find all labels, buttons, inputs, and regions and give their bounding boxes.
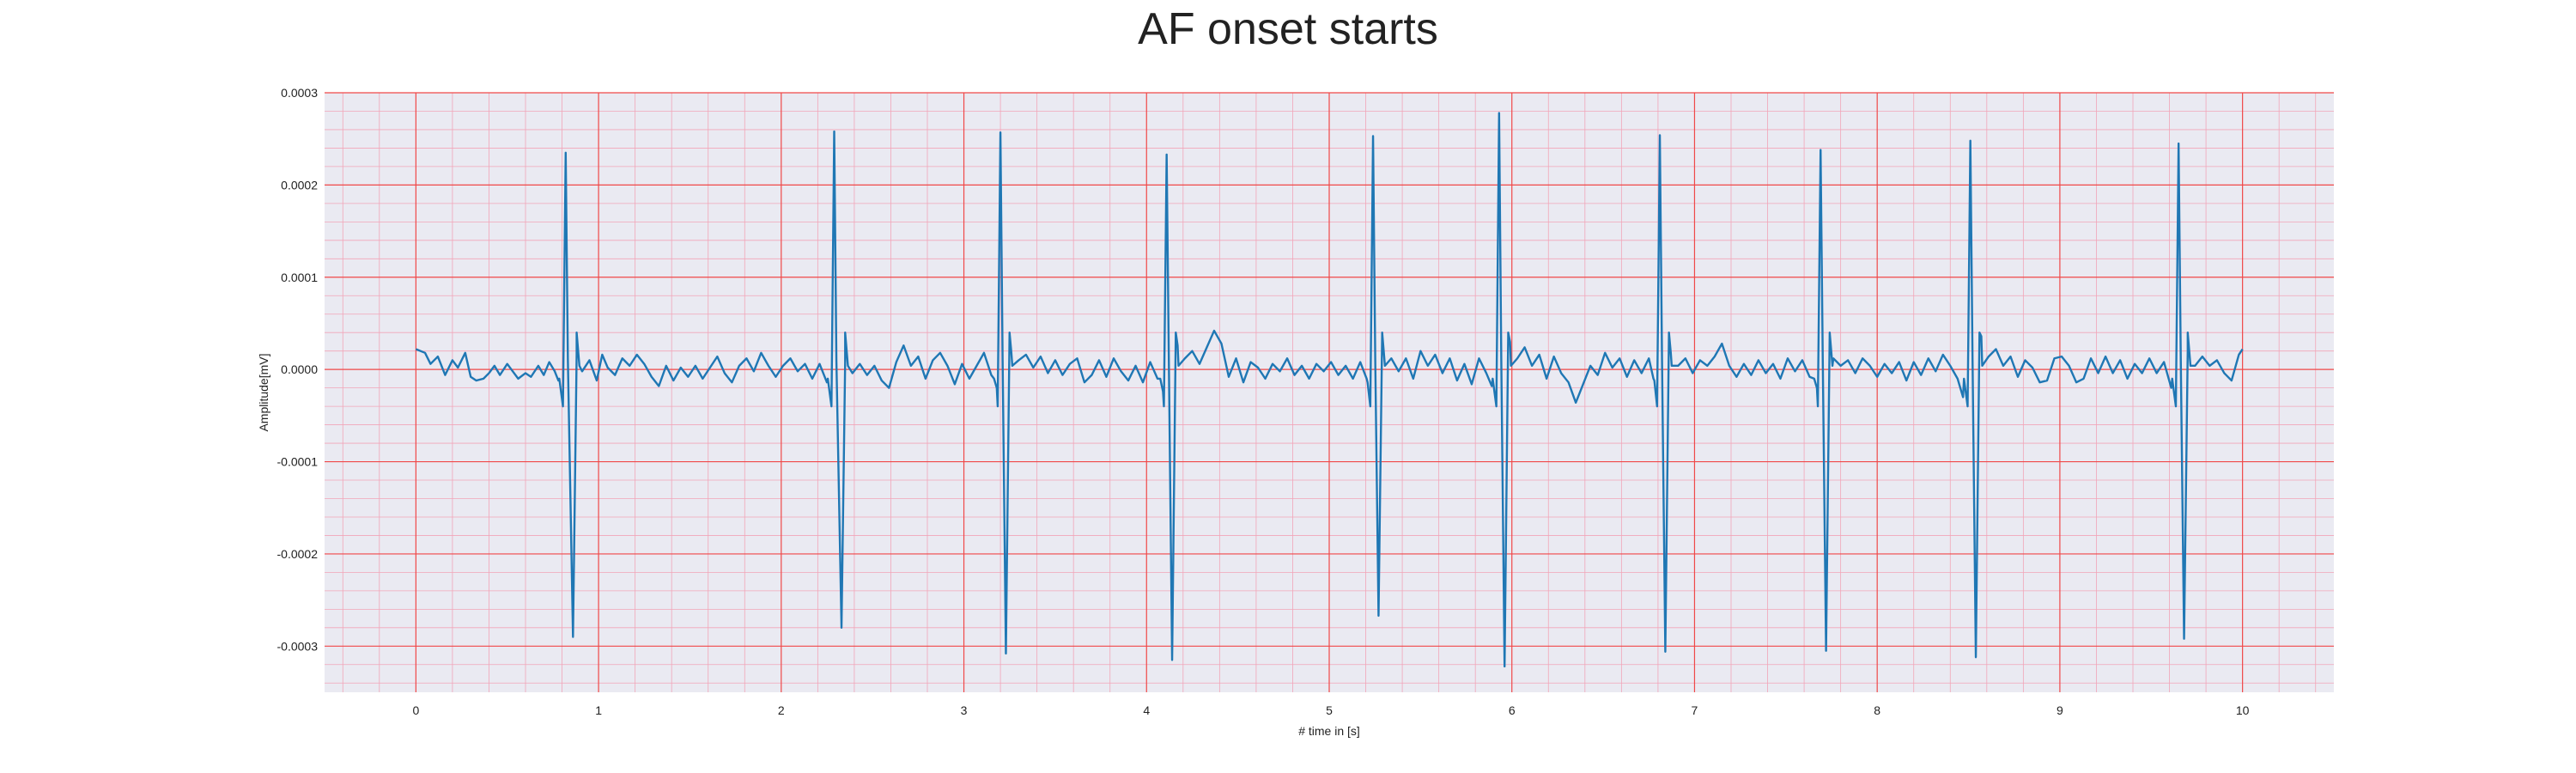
y-axis-ticks: 0.0003 0.0002 0.0001 0.0000 -0.0001 -0.0002 -0… <box>277 86 319 653</box>
x-tick-label: 9 <box>2057 703 2063 717</box>
major-grid <box>325 92 2334 692</box>
x-tick-label: 8 <box>1874 703 1880 717</box>
y-tick-label: 0.0003 <box>281 86 318 100</box>
y-tick-label: -0.0002 <box>277 547 319 561</box>
x-tick-label: 3 <box>961 703 968 717</box>
y-tick-label: -0.0001 <box>277 455 319 469</box>
x-tick-label: 7 <box>1692 703 1698 717</box>
y-axis-label: Amplitude[mV] <box>257 353 270 431</box>
x-tick-label: 4 <box>1143 703 1150 717</box>
x-tick-label: 2 <box>778 703 785 717</box>
y-tick-label: 0.0001 <box>281 271 318 284</box>
series-layer <box>415 112 2244 668</box>
x-axis-ticks: 0 1 2 3 4 5 6 7 8 9 10 <box>412 703 2249 717</box>
x-tick-label: 0 <box>412 703 419 717</box>
y-tick-label: 0.0000 <box>281 362 318 376</box>
x-tick-label: 1 <box>595 703 602 717</box>
x-axis-label: # time in [s] <box>1298 724 1360 738</box>
y-tick-label: -0.0003 <box>277 639 319 653</box>
x-tick-label: 10 <box>2236 703 2250 717</box>
y-tick-label: 0.0002 <box>281 178 318 192</box>
ecg-series-line <box>415 112 2244 668</box>
x-tick-label: 6 <box>1509 703 1516 717</box>
x-tick-label: 5 <box>1326 703 1333 717</box>
chart-title: AF onset starts <box>1138 4 1438 54</box>
